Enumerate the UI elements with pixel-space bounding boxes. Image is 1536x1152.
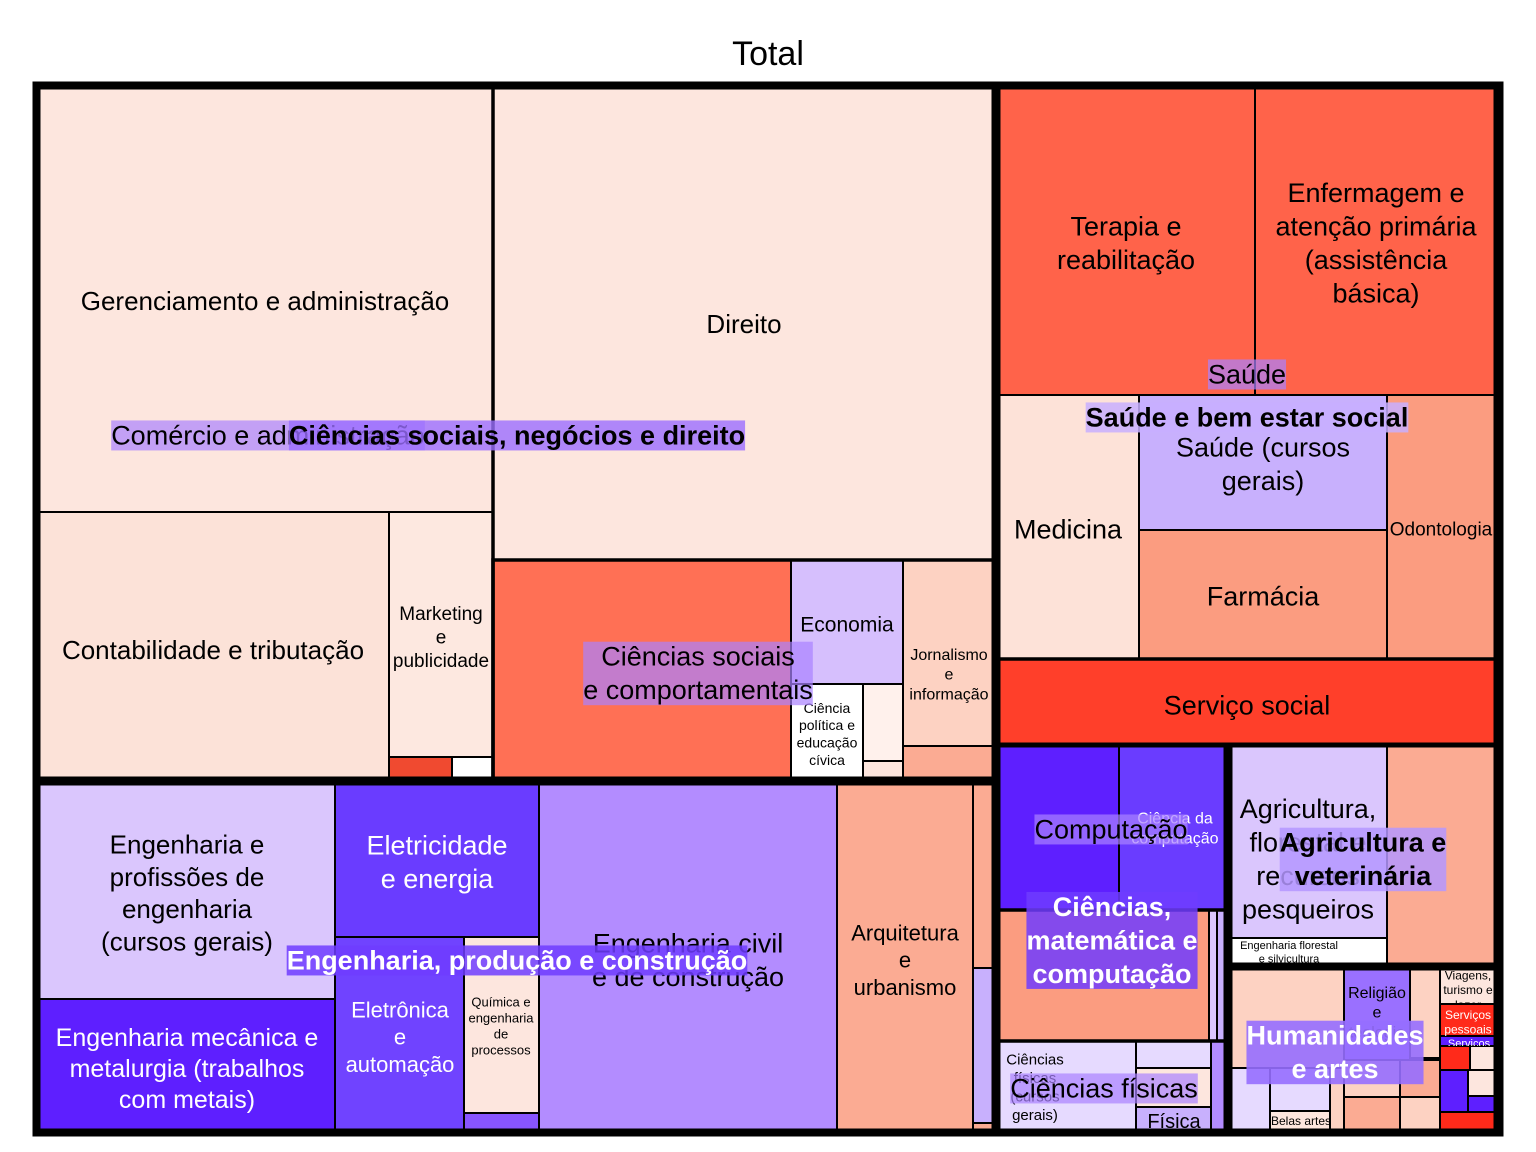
treemap-frame xyxy=(32,81,1504,1137)
leaf-label-7: Terapia e reabilitação xyxy=(1057,212,1195,275)
subgroup-label-3-text: Computação xyxy=(1034,814,1187,844)
treemap-cell-unlabeled-25 xyxy=(463,1112,540,1132)
group-label-3-background xyxy=(1026,891,1198,989)
treemap-cell-3 xyxy=(388,511,494,758)
treemap-cell-23 xyxy=(1135,1106,1212,1132)
treemap-cell-2 xyxy=(37,511,390,780)
leaf-label-28: Viagens,turismo elazer xyxy=(1443,968,1493,1012)
treemap-cell-15 xyxy=(334,782,540,938)
group-label-5-background xyxy=(1246,1020,1424,1085)
leaf-label-4: Economia xyxy=(800,613,894,636)
leaf-label-27: Belas artes xyxy=(1271,1114,1331,1128)
treemap-cell-6 xyxy=(902,559,995,747)
treemap-cell-unlabeled-37 xyxy=(1135,1040,1212,1069)
treemap-cell-unlabeled-9 xyxy=(862,683,904,762)
subgroup-label-2-text: Saúde xyxy=(1208,359,1286,389)
leaf-label-14: Engenharia e profissões de engenharia (curs… xyxy=(101,830,273,957)
subgroup-label-4: Ciências físicas xyxy=(1010,1073,1198,1104)
group-label-3-text: Ciências, matemática e computação xyxy=(1026,892,1197,989)
group-label-1-background xyxy=(1085,402,1409,433)
group-label-4-background xyxy=(1279,827,1447,892)
treemap-cell-unlabeled-5 xyxy=(451,756,494,780)
treemap-cell-unlabeled-54 xyxy=(1399,1096,1441,1132)
group-label-0-text: Ciências sociais, negócios e direito xyxy=(289,420,745,450)
group-label-0: Ciências sociais, negócios e direito xyxy=(288,420,746,451)
group-label-2-background xyxy=(286,945,748,976)
leaf-label-16: Engenharia mecânica e metalurgia (trabalh… xyxy=(56,1024,319,1114)
leaf-label-17: Eletrônica e automação xyxy=(346,997,455,1077)
leaf-label-5: Ciência política e educação cívica xyxy=(797,700,858,768)
leaf-label-1: Direito xyxy=(706,309,781,339)
leaf-label-29: Serviços pessoais xyxy=(1444,1008,1491,1037)
subgroup-label-2: Saúde xyxy=(1207,359,1287,390)
leaf-label-9: Medicina xyxy=(1014,514,1123,544)
treemap-cell-8 xyxy=(1254,86,1497,396)
treemap-cell-unlabeled-60 xyxy=(1439,1069,1469,1113)
subgroup-label-1: Ciências sociais e comportamentais xyxy=(583,641,813,706)
group-label-5-text: Humanidades e artes xyxy=(1246,1021,1423,1084)
leaf-label-30: Serviços xyxy=(1448,1038,1491,1050)
treemap-cell-unlabeled-53 xyxy=(1343,1096,1401,1132)
leaf-label-6: Jornalismo e informação xyxy=(909,647,988,704)
subgroup-label-4-text: Ciências físicas xyxy=(1010,1073,1198,1103)
leaf-label-0: Gerenciamento e administração xyxy=(81,286,450,316)
treemap-cell-11 xyxy=(1386,394,1497,660)
leaf-label-15: Eletricidade e energia xyxy=(366,831,507,894)
subgroup-label-3: Computação xyxy=(1034,814,1188,845)
group-label-1-text: Saúde e bem estar social xyxy=(1086,402,1409,432)
leaf-label-10: Saúde (cursos gerais) xyxy=(1176,433,1350,496)
treemap-cell-unlabeled-63 xyxy=(1439,1111,1497,1132)
group-label-3: Ciências, matemática e computação xyxy=(1026,891,1198,989)
group-border-4 xyxy=(1227,742,1499,968)
leaf-label-12: Farmácia xyxy=(1207,581,1321,611)
treemap-cell-12 xyxy=(1138,529,1388,660)
treemap-cell-unlabeled-28 xyxy=(972,782,995,969)
treemap-cell-unlabeled-61 xyxy=(1467,1069,1497,1097)
treemap-cell-unlabeled-34 xyxy=(1208,909,1218,1042)
subgroup-label-4-background xyxy=(1010,1073,1198,1104)
group-label-4-text: Agricultura e veterinária xyxy=(1280,828,1447,891)
subgroup-label-1-background xyxy=(583,641,813,706)
group-label-4: Agricultura e veterinária xyxy=(1279,827,1447,892)
leaf-label-18: Química e engenharia de processos xyxy=(468,994,534,1057)
treemap-cell-unlabeled-29 xyxy=(972,967,995,1124)
treemap-cell-28 xyxy=(1439,967,1497,1005)
treemap-cell-unlabeled-12 xyxy=(902,745,995,780)
subgroup-border-1 xyxy=(491,558,996,781)
treemap-cell-unlabeled-4 xyxy=(388,756,453,780)
subgroup-label-3-background xyxy=(1034,814,1188,845)
leaf-label-13: Serviço social xyxy=(1164,690,1331,720)
treemap-cell-unlabeled-62 xyxy=(1467,1095,1497,1113)
leaf-label-25: Engenharia florestal e silvicultura xyxy=(1240,940,1338,966)
chart-title: Total xyxy=(732,35,804,73)
group-label-1: Saúde e bem estar social xyxy=(1085,402,1409,433)
leaf-label-11: Odontologia xyxy=(1390,520,1493,541)
leaf-label-20: Arquitetura e urbanismo xyxy=(851,920,959,1000)
leaf-label-3: Marketing e publicidade xyxy=(393,604,489,672)
group-label-2: Engenharia, produção e construção xyxy=(286,945,748,976)
leaf-label-23: Física xyxy=(1147,1111,1201,1133)
treemap-cell-1 xyxy=(492,86,995,561)
subgroup-label-2-background xyxy=(1207,359,1287,390)
group-label-5: Humanidades e artes xyxy=(1246,1020,1424,1085)
subgroup-label-1-text: Ciências sociais e comportamentais xyxy=(583,642,813,705)
leaf-label-8: Enfermagem e atenção primária (assistência… xyxy=(1275,178,1477,308)
group-label-0-background xyxy=(288,420,746,451)
group-label-2-text: Engenharia, produção e construção xyxy=(287,945,748,975)
leaf-label-2: Contabilidade e tributação xyxy=(62,635,364,665)
treemap-cell-unlabeled-10 xyxy=(862,760,904,780)
treemap-cell-unlabeled-59 xyxy=(1469,1045,1497,1071)
treemap-cell-unlabeled-58 xyxy=(1439,1045,1471,1071)
